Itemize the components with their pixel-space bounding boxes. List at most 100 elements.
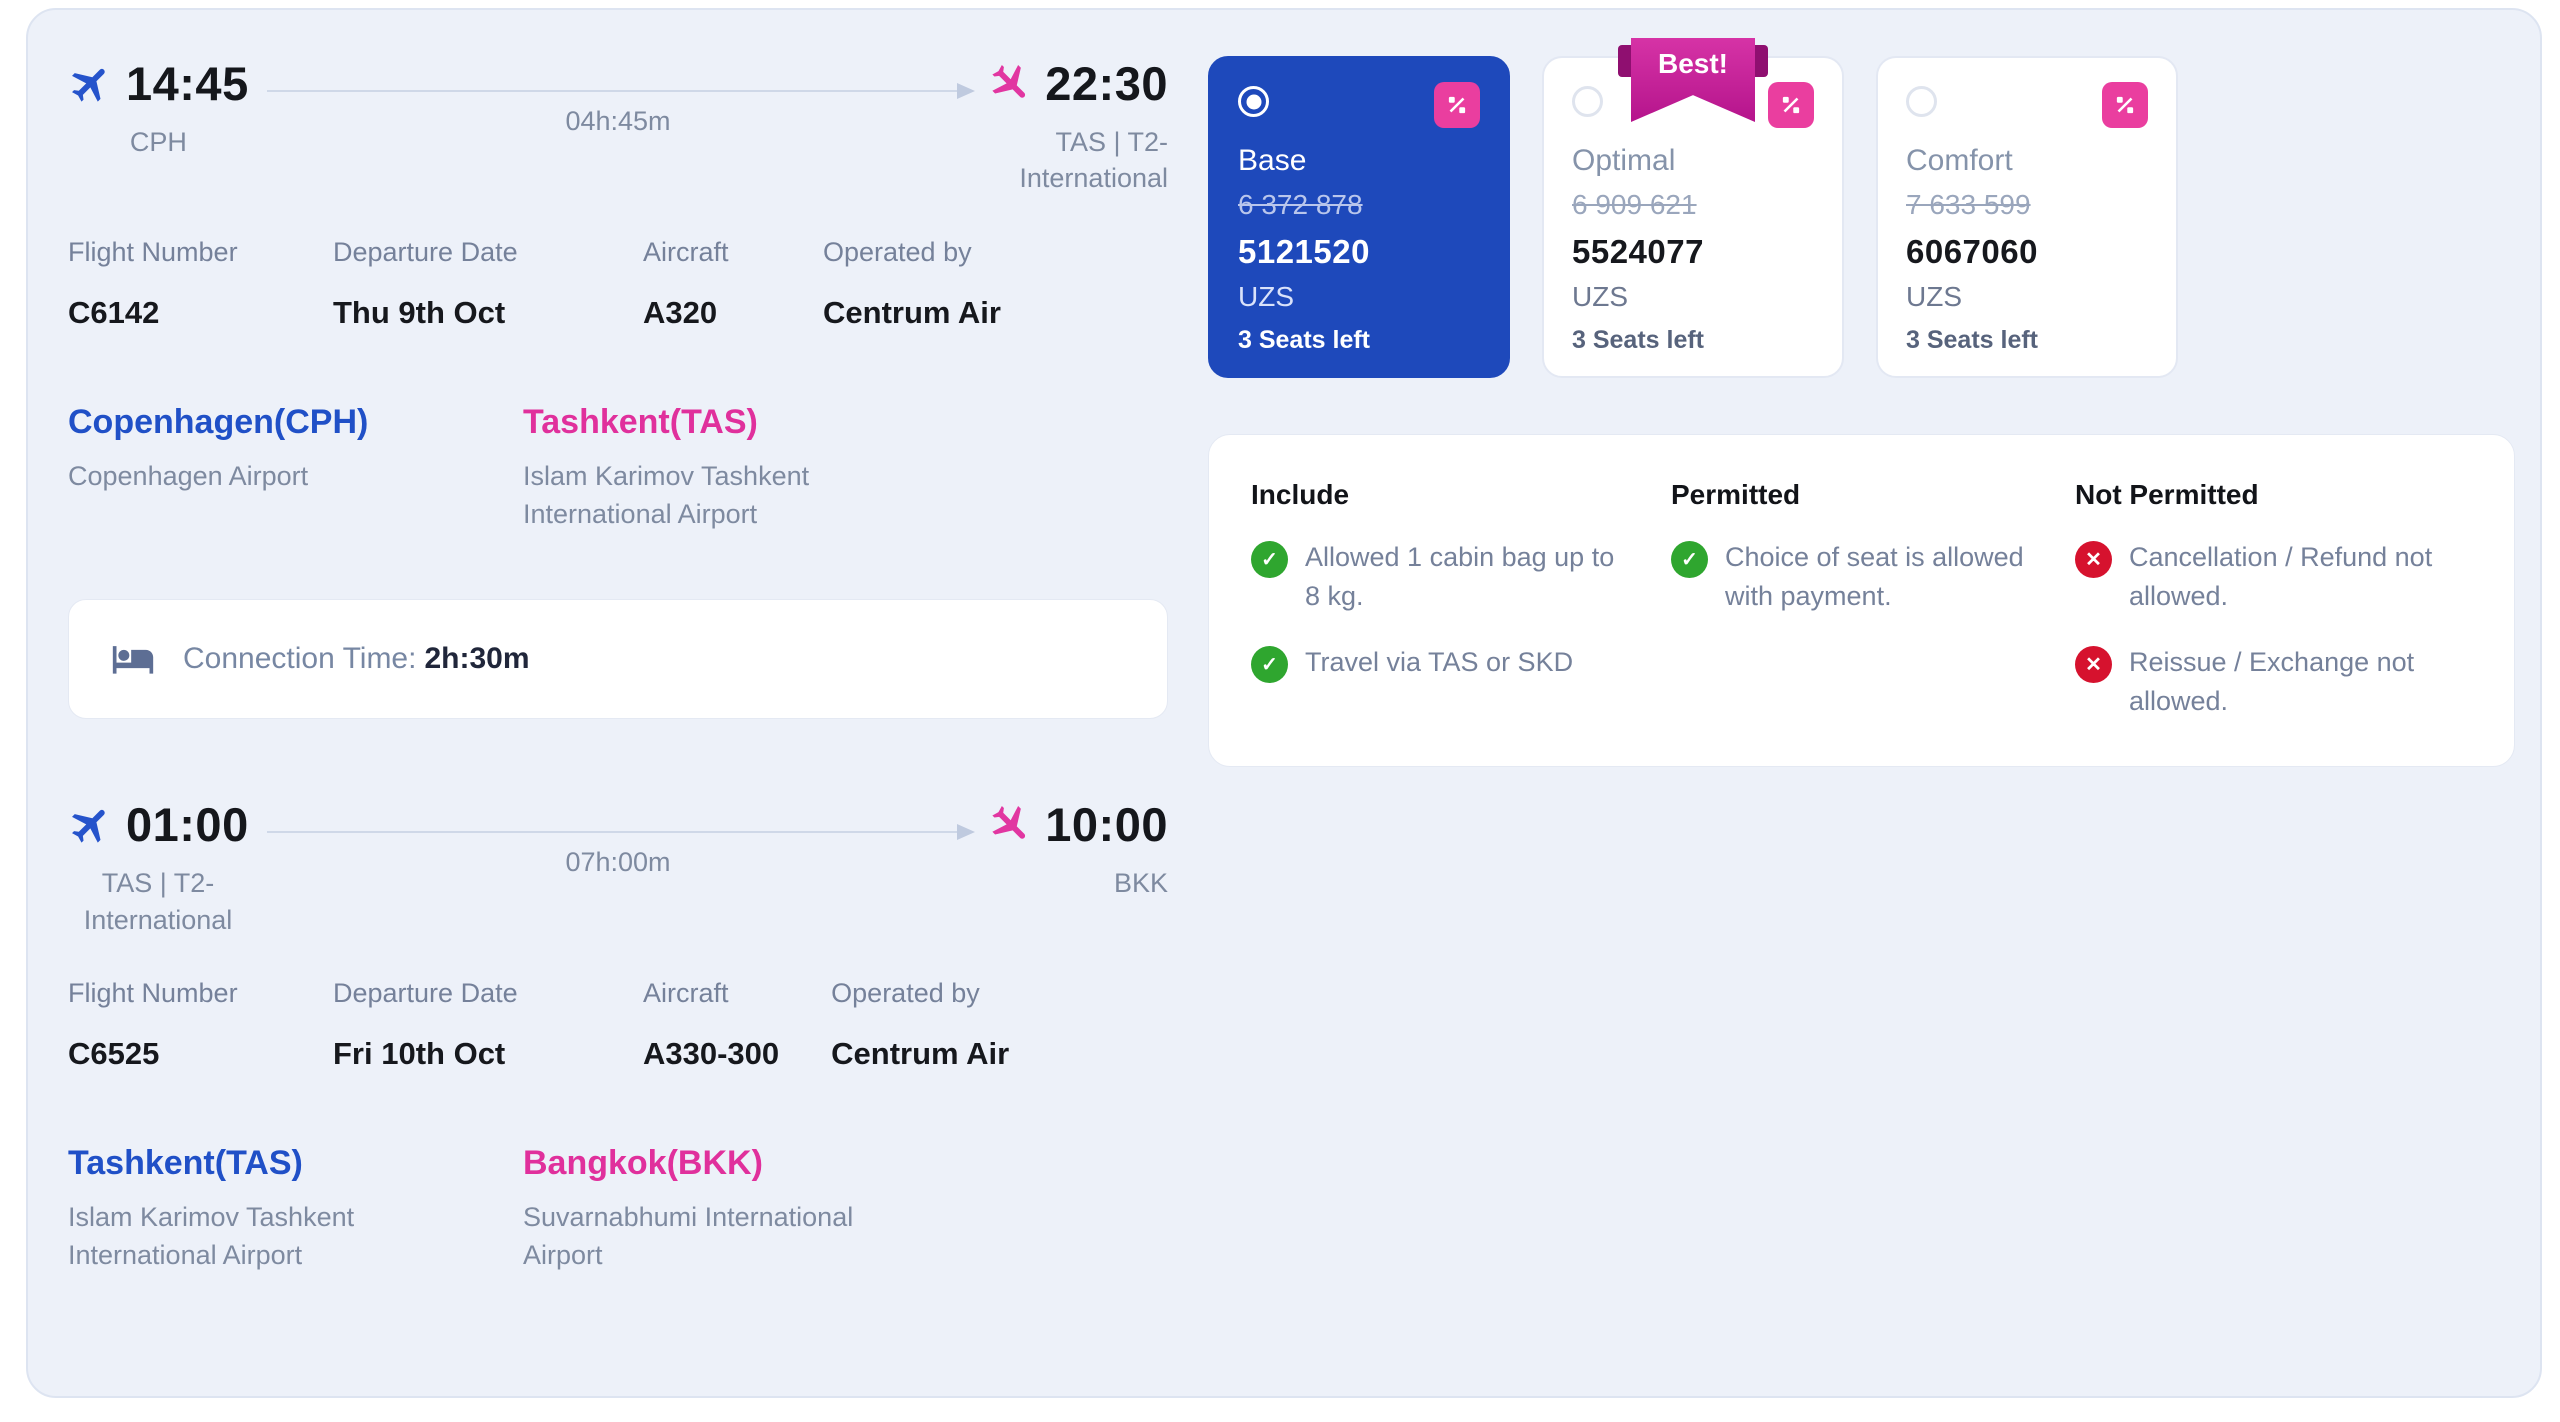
- flight-number-label: Flight Number: [68, 978, 238, 1009]
- percent-discount-icon: [2116, 96, 2134, 114]
- discount-badge[interactable]: [1768, 82, 1814, 128]
- aircraft-value: A330-300: [643, 1036, 780, 1072]
- segment-1-details: Flight Number C6142 Departure Date Thu 9…: [68, 237, 1168, 331]
- operated-by-value: Centrum Air: [823, 294, 1001, 330]
- benefits-not-permitted-column: Not Permitted ✕ Cancellation / Refund no…: [2075, 479, 2472, 722]
- flight-number-field: Flight Number C6525: [68, 978, 333, 1072]
- aircraft-field: Aircraft A320: [643, 237, 771, 331]
- best-ribbon-label: Best!: [1657, 48, 1728, 79]
- departure-airport-code: TAS | T2-International: [83, 868, 233, 935]
- fare-benefits-panel: Include ✓ Allowed 1 cabin bag up to 8 kg…: [1208, 434, 2515, 767]
- segment-1-times-row: 14:45 CPH 04h:45m 22:30 TAS | T2-Inte: [68, 56, 1168, 197]
- flight-number-field: Flight Number C6142: [68, 237, 333, 331]
- departure-date-field: Departure Date Thu 9th Oct: [333, 237, 643, 331]
- duration-label: 07h:00m: [565, 847, 671, 878]
- flight-path-arrow: [266, 83, 975, 99]
- connection-time-value: 2h:30m: [424, 642, 530, 676]
- departure-date-label: Departure Date: [333, 978, 518, 1009]
- percent-discount-icon: [1782, 96, 1800, 114]
- fare-card-base[interactable]: Base 6 372 878 5121520 UZS 3 Seats left: [1208, 56, 1510, 378]
- fare-currency: UZS: [1572, 281, 1628, 312]
- departure-date-value: Fri 10th Oct: [333, 1036, 506, 1072]
- benefit-item: ✓ Choice of seat is allowed with payment…: [1671, 538, 2075, 616]
- segment-2-details: Flight Number C6525 Departure Date Fri 1…: [68, 978, 1168, 1072]
- fare-radio[interactable]: [1906, 86, 1937, 117]
- fare-radio[interactable]: [1572, 86, 1603, 117]
- arrival-time: 22:30: [1045, 57, 1168, 110]
- plane-takeoff-icon: [72, 68, 105, 102]
- check-circle-icon: ✓: [1251, 541, 1288, 578]
- departure-date-value: Thu 9th Oct: [333, 294, 506, 330]
- destination-block: Tashkent(TAS) Islam Karimov Tashkent Int…: [523, 403, 908, 534]
- permitted-title: Permitted: [1671, 479, 1801, 510]
- discount-badge[interactable]: [2102, 82, 2148, 128]
- fare-seats-left: 3 Seats left: [1572, 326, 1705, 354]
- connection-time-text: Connection Time: 2h:30m: [183, 642, 530, 676]
- cross-circle-icon: ✕: [2075, 541, 2112, 578]
- include-title: Include: [1251, 479, 1350, 510]
- fare-card-optimal[interactable]: Best! Optimal 6 909 621 5524077 UZS: [1542, 38, 1844, 378]
- segment-1-arrival: 22:30 TAS | T2-International: [987, 56, 1168, 197]
- destination-block: Bangkok(BKK) Suvarnabhumi International …: [523, 1144, 908, 1275]
- segment-1-departure: 14:45 CPH: [68, 56, 249, 160]
- fare-old-price: 6 909 621: [1572, 189, 1697, 220]
- fare-selection-column: Base 6 372 878 5121520 UZS 3 Seats left …: [1208, 38, 2515, 1350]
- flight-number-label: Flight Number: [68, 236, 238, 267]
- origin-city: Tashkent(TAS): [68, 1144, 303, 1183]
- operated-by-label: Operated by: [823, 236, 972, 267]
- fare-card-comfort[interactable]: Comfort 7 633 599 6067060 UZS 3 Seats le…: [1876, 56, 2178, 378]
- arrival-airport-code: BKK: [1113, 868, 1168, 899]
- segment-1-duration: 04h:45m: [249, 56, 988, 176]
- origin-airport-name: Islam Karimov Tashkent International Air…: [68, 1202, 355, 1271]
- arrival-airport-code: TAS | T2-International: [1019, 127, 1168, 194]
- aircraft-value: A320: [643, 294, 718, 330]
- benefit-item: ✓ Travel via TAS or SKD: [1251, 643, 1671, 684]
- segment-2-departure: 01:00 TAS | T2-International: [68, 797, 249, 938]
- fare-price: 5121520: [1238, 233, 1370, 270]
- flight-number-value: C6525: [68, 1036, 160, 1072]
- flight-path-arrow: [266, 824, 975, 841]
- benefit-item: ✕ Reissue / Exchange not allowed.: [2075, 643, 2472, 721]
- benefit-item: ✕ Cancellation / Refund not allowed.: [2075, 538, 2472, 616]
- connection-time-label: Connection Time:: [183, 642, 417, 676]
- segment-2-arrival: 10:00 BKK: [987, 797, 1168, 901]
- departure-date-field: Departure Date Fri 10th Oct: [333, 978, 643, 1072]
- percent-discount-icon: [1448, 96, 1466, 114]
- benefit-item: ✓ Allowed 1 cabin bag up to 8 kg.: [1251, 538, 1671, 616]
- plane-landing-icon: [992, 805, 1026, 839]
- destination-city: Bangkok(BKK): [523, 1144, 763, 1183]
- aircraft-label: Aircraft: [643, 978, 729, 1009]
- arrival-time: 10:00: [1045, 798, 1168, 852]
- segment-2-route: Tashkent(TAS) Islam Karimov Tashkent Int…: [68, 1144, 1168, 1275]
- fare-name: Optimal: [1572, 144, 1676, 177]
- fare-price: 5524077: [1572, 233, 1704, 270]
- bed-icon: [112, 646, 154, 675]
- fare-price: 6067060: [1906, 233, 2038, 270]
- fare-name: Base: [1238, 144, 1307, 177]
- departure-time: 14:45: [126, 57, 249, 110]
- destination-airport-name: Suvarnabhumi International Airport: [523, 1202, 854, 1271]
- fare-name: Comfort: [1906, 144, 2013, 177]
- discount-badge[interactable]: [1434, 82, 1480, 128]
- check-circle-icon: ✓: [1251, 646, 1288, 684]
- destination-city: Tashkent(TAS): [523, 402, 758, 441]
- plane-landing-icon: [992, 64, 1026, 98]
- departure-date-label: Departure Date: [333, 236, 518, 267]
- origin-block: Tashkent(TAS) Islam Karimov Tashkent Int…: [68, 1144, 523, 1275]
- fare-seats-left: 3 Seats left: [1238, 326, 1371, 354]
- origin-block: Copenhagen(CPH) Copenhagen Airport: [68, 403, 523, 534]
- aircraft-field: Aircraft A330-300: [643, 978, 779, 1072]
- duration-label: 04h:45m: [565, 106, 671, 136]
- benefits-include-column: Include ✓ Allowed 1 cabin bag up to 8 kg…: [1251, 479, 1671, 722]
- aircraft-label: Aircraft: [643, 236, 729, 267]
- operated-by-field: Operated by Centrum Air: [831, 978, 1009, 1072]
- destination-airport-name: Islam Karimov Tashkent International Air…: [523, 460, 810, 529]
- fare-old-price: 6 372 878: [1238, 189, 1363, 220]
- fare-radio-selected[interactable]: [1238, 86, 1269, 117]
- not-permitted-title: Not Permitted: [2075, 479, 2259, 510]
- departure-time: 01:00: [126, 798, 249, 852]
- itinerary-card: 14:45 CPH 04h:45m 22:30 TAS | T2-Inte: [26, 8, 2542, 1398]
- origin-city: Copenhagen(CPH): [68, 402, 369, 441]
- operated-by-label: Operated by: [831, 978, 980, 1009]
- plane-takeoff-icon: [72, 809, 105, 843]
